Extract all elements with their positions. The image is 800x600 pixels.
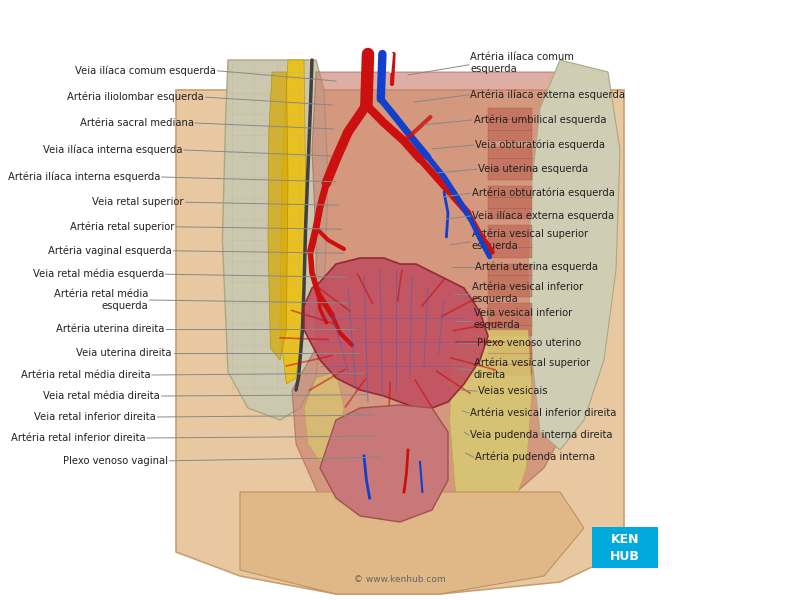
Text: Veias vesicais: Veias vesicais <box>478 386 548 396</box>
Polygon shape <box>280 60 306 384</box>
Text: Artéria pudenda interna: Artéria pudenda interna <box>475 452 595 463</box>
Text: Veia pudenda interna direita: Veia pudenda interna direita <box>470 430 613 440</box>
Polygon shape <box>488 147 532 180</box>
Text: Artéria umbilical esquerda: Artéria umbilical esquerda <box>474 115 606 125</box>
Text: Artéria retal média
esquerda: Artéria retal média esquerda <box>54 289 148 311</box>
Text: Plexo venoso vaginal: Plexo venoso vaginal <box>63 456 168 466</box>
Text: Artéria retal superior: Artéria retal superior <box>70 221 174 232</box>
Text: Artéria ilíaca externa esquerda: Artéria ilíaca externa esquerda <box>470 89 626 100</box>
Text: © www.kenhub.com: © www.kenhub.com <box>354 575 446 583</box>
Text: Veia retal superior: Veia retal superior <box>93 197 184 207</box>
Text: Artéria vesical superior
esquerda: Artéria vesical superior esquerda <box>472 229 588 251</box>
FancyBboxPatch shape <box>592 527 658 568</box>
Text: Artéria obturatória esquerda: Artéria obturatória esquerda <box>472 188 615 199</box>
Polygon shape <box>450 330 532 522</box>
Text: Veia retal inferior direita: Veia retal inferior direita <box>34 412 156 422</box>
Text: Artéria vesical superior
direita: Artéria vesical superior direita <box>474 358 590 380</box>
Polygon shape <box>320 405 448 522</box>
Polygon shape <box>240 492 584 594</box>
Polygon shape <box>488 108 532 141</box>
Text: Artéria vesical inferior direita: Artéria vesical inferior direita <box>470 408 617 418</box>
Text: Artéria ilíaca comum
esquerda: Artéria ilíaca comum esquerda <box>470 52 574 74</box>
Text: Veia retal média esquerda: Veia retal média esquerda <box>33 269 164 280</box>
Polygon shape <box>488 264 532 297</box>
Text: Veia vesical inferior
esquerda: Veia vesical inferior esquerda <box>474 308 572 330</box>
Text: Veia ilíaca externa esquerda: Veia ilíaca externa esquerda <box>472 211 614 221</box>
Polygon shape <box>176 90 624 594</box>
Polygon shape <box>222 60 328 420</box>
Polygon shape <box>292 72 608 528</box>
Polygon shape <box>304 372 344 462</box>
Text: Plexo venoso uterino: Plexo venoso uterino <box>477 338 581 348</box>
Polygon shape <box>488 186 532 219</box>
Text: Artéria vesical inferior
esquerda: Artéria vesical inferior esquerda <box>472 282 583 304</box>
Polygon shape <box>488 225 532 258</box>
Text: HUB: HUB <box>610 550 640 563</box>
Text: Veia ilíaca interna esquerda: Veia ilíaca interna esquerda <box>43 145 182 155</box>
Text: Veia uterina direita: Veia uterina direita <box>77 348 172 358</box>
Text: Veia obturatória esquerda: Veia obturatória esquerda <box>475 140 606 151</box>
Polygon shape <box>304 258 488 408</box>
Polygon shape <box>488 303 532 336</box>
Text: Veia ilíaca comum esquerda: Veia ilíaca comum esquerda <box>75 65 216 76</box>
Text: KEN: KEN <box>610 533 639 545</box>
Text: Veia uterina esquerda: Veia uterina esquerda <box>478 164 589 174</box>
Text: Artéria iliolombar esquerda: Artéria iliolombar esquerda <box>67 92 204 103</box>
Text: Artéria uterina direita: Artéria uterina direita <box>56 324 164 334</box>
Text: Artéria uterina esquerda: Artéria uterina esquerda <box>475 262 598 272</box>
Polygon shape <box>488 342 532 375</box>
Polygon shape <box>528 60 620 450</box>
Text: Artéria ilíaca interna esquerda: Artéria ilíaca interna esquerda <box>8 172 160 182</box>
Text: Artéria sacral mediana: Artéria sacral mediana <box>79 118 194 128</box>
Text: Veia retal média direita: Veia retal média direita <box>43 391 160 401</box>
Polygon shape <box>268 72 288 360</box>
Text: Artéria retal inferior direita: Artéria retal inferior direita <box>11 433 146 443</box>
Text: Artéria vaginal esquerda: Artéria vaginal esquerda <box>48 245 172 256</box>
Text: Artéria retal média direita: Artéria retal média direita <box>21 370 150 380</box>
